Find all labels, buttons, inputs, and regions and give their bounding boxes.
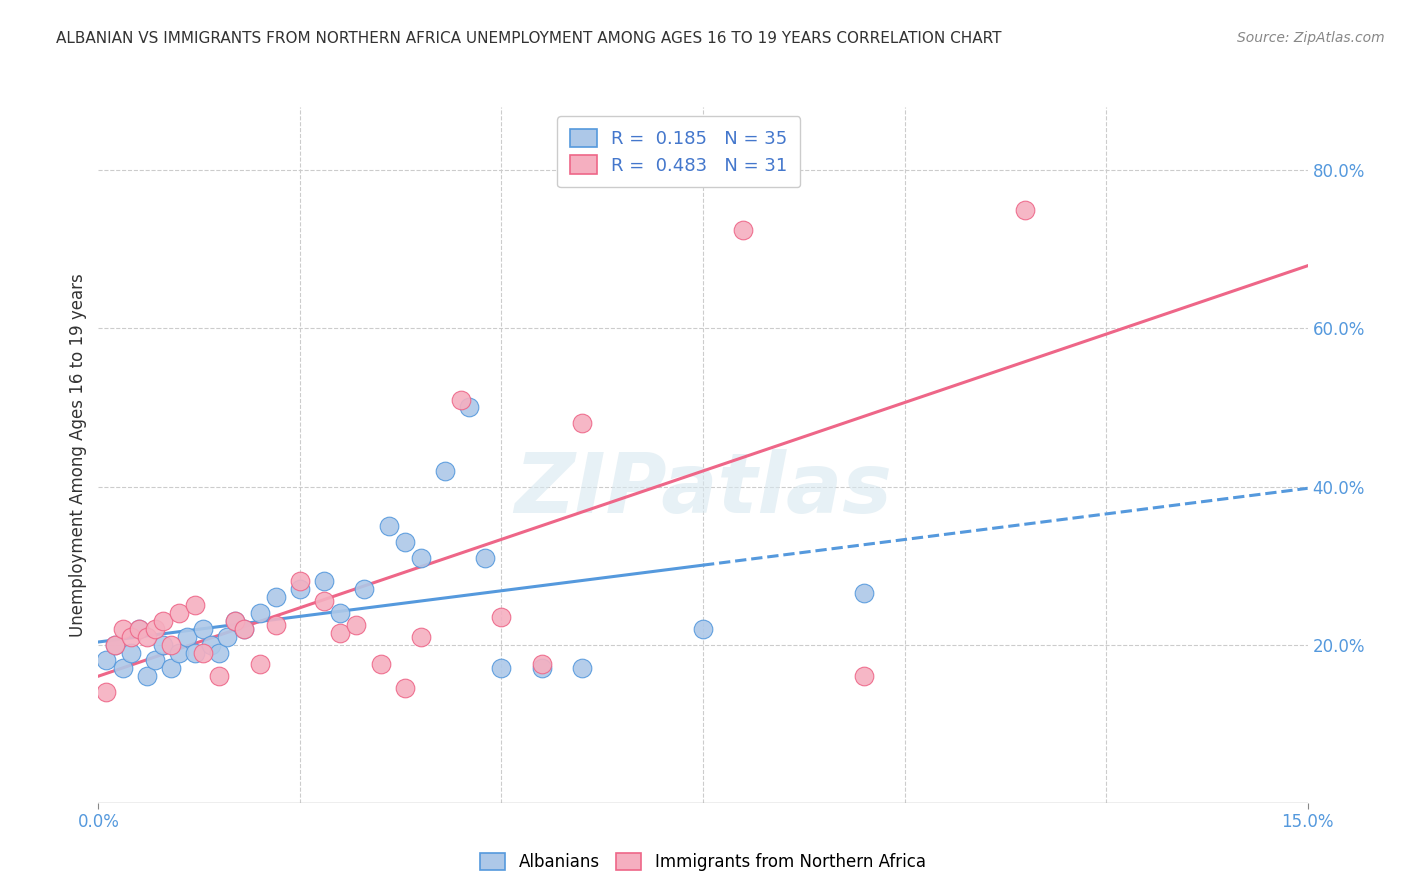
Point <box>152 614 174 628</box>
Point <box>152 638 174 652</box>
Point <box>450 392 472 407</box>
Text: ZIPatlas: ZIPatlas <box>515 450 891 530</box>
Point <box>733 222 755 236</box>
Point <box>128 622 150 636</box>
Point <box>232 622 254 636</box>
Point <box>491 661 513 675</box>
Point <box>135 669 157 683</box>
Point <box>288 582 311 597</box>
Point <box>458 401 481 415</box>
Point <box>103 638 125 652</box>
Point <box>120 646 142 660</box>
Text: ALBANIAN VS IMMIGRANTS FROM NORTHERN AFRICA UNEMPLOYMENT AMONG AGES 16 TO 19 YEA: ALBANIAN VS IMMIGRANTS FROM NORTHERN AFR… <box>56 31 1001 46</box>
Point <box>264 591 287 605</box>
Point <box>143 653 166 667</box>
Point <box>1014 202 1036 217</box>
Point <box>128 622 150 636</box>
Point <box>120 630 142 644</box>
Point <box>474 550 496 565</box>
Legend: Albanians, Immigrants from Northern Africa: Albanians, Immigrants from Northern Afri… <box>472 845 934 880</box>
Point <box>184 646 207 660</box>
Point <box>288 574 311 589</box>
Point <box>571 661 593 675</box>
Point <box>208 669 231 683</box>
Point <box>329 625 352 640</box>
Point <box>143 622 166 636</box>
Point <box>530 661 553 675</box>
Point <box>409 550 432 565</box>
Point <box>176 630 198 644</box>
Point <box>217 630 239 644</box>
Point <box>224 614 246 628</box>
Y-axis label: Unemployment Among Ages 16 to 19 years: Unemployment Among Ages 16 to 19 years <box>69 273 87 637</box>
Point <box>394 681 416 695</box>
Point <box>377 519 399 533</box>
Point <box>224 614 246 628</box>
Point <box>249 657 271 672</box>
Point <box>249 606 271 620</box>
Point <box>853 586 876 600</box>
Point <box>193 646 215 660</box>
Point <box>409 630 432 644</box>
Point <box>314 574 336 589</box>
Point <box>111 622 134 636</box>
Point <box>167 606 190 620</box>
Point <box>370 657 392 672</box>
Point <box>394 534 416 549</box>
Point <box>344 618 367 632</box>
Point <box>232 622 254 636</box>
Point <box>160 638 183 652</box>
Point <box>434 464 457 478</box>
Point <box>853 669 876 683</box>
Point <box>111 661 134 675</box>
Point <box>353 582 375 597</box>
Text: Source: ZipAtlas.com: Source: ZipAtlas.com <box>1237 31 1385 45</box>
Point <box>314 594 336 608</box>
Point <box>571 417 593 431</box>
Point <box>692 622 714 636</box>
Point <box>96 685 118 699</box>
Point <box>208 646 231 660</box>
Point <box>264 618 287 632</box>
Point <box>491 610 513 624</box>
Point <box>184 598 207 612</box>
Point <box>103 638 125 652</box>
Point <box>135 630 157 644</box>
Point <box>200 638 222 652</box>
Point <box>160 661 183 675</box>
Point <box>167 646 190 660</box>
Point <box>96 653 118 667</box>
Legend: R =  0.185   N = 35, R =  0.483   N = 31: R = 0.185 N = 35, R = 0.483 N = 31 <box>557 116 800 187</box>
Point <box>329 606 352 620</box>
Point <box>530 657 553 672</box>
Point <box>193 622 215 636</box>
